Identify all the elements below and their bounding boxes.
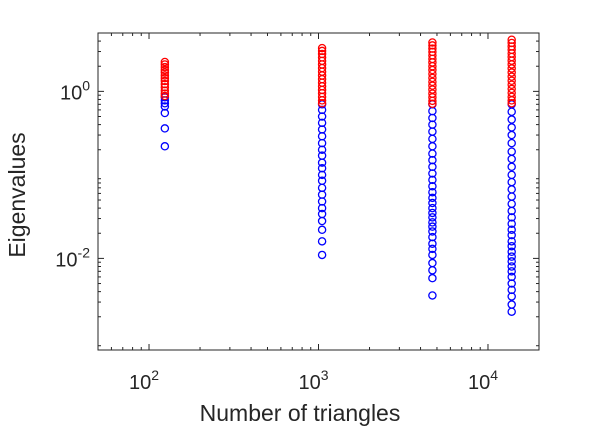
- data-point: [428, 239, 437, 248]
- data-point: [428, 169, 437, 178]
- data-point: [428, 218, 437, 227]
- data-point: [507, 84, 516, 94]
- data-point: [428, 81, 437, 90]
- data-point: [160, 79, 170, 89]
- data-point: [428, 65, 437, 75]
- data-point: [160, 89, 170, 98]
- data-point: [160, 76, 170, 86]
- data-point: [160, 142, 170, 151]
- y-tick-labels: 10-2 100: [55, 77, 90, 271]
- data-point: [317, 43, 327, 53]
- data-point: [428, 93, 437, 102]
- data-point: [428, 99, 437, 109]
- x-tick-label: 104: [468, 367, 498, 394]
- data-point: [317, 145, 327, 154]
- data-point: [317, 99, 327, 108]
- data-point: [507, 115, 516, 124]
- data-point: [507, 257, 516, 266]
- data-point: [428, 193, 437, 203]
- data-point: [507, 162, 516, 172]
- data-point: [507, 76, 516, 86]
- data-point: [507, 206, 516, 216]
- data-point: [428, 291, 437, 300]
- data-point: [507, 130, 516, 140]
- data-point: [317, 96, 327, 105]
- data-point: [317, 92, 327, 102]
- data-point: [507, 68, 516, 77]
- x-tick-label: 103: [298, 367, 328, 394]
- data-point: [507, 60, 516, 69]
- data-point: [507, 292, 516, 301]
- data-point: [507, 64, 516, 73]
- data-point: [160, 108, 170, 118]
- data-points: [160, 35, 516, 316]
- x-tick-label: 102: [129, 367, 159, 394]
- data-point: [507, 219, 516, 228]
- data-point: [428, 38, 437, 47]
- data-point: [428, 227, 437, 236]
- data-point: [428, 41, 437, 50]
- data-point: [317, 112, 327, 121]
- data-point: [428, 222, 437, 231]
- data-point: [507, 267, 516, 276]
- data-point: [507, 279, 516, 288]
- data-point: [160, 57, 170, 67]
- data-point: [317, 216, 327, 226]
- data-point: [160, 62, 170, 72]
- data-point: [507, 230, 516, 240]
- data-point: [507, 262, 516, 271]
- data-point: [428, 213, 437, 222]
- y-tick-label: 100: [60, 77, 90, 104]
- data-point: [317, 203, 327, 213]
- data-point: [428, 208, 437, 218]
- data-point: [160, 86, 170, 95]
- data-point: [507, 225, 516, 235]
- data-point: [507, 96, 516, 105]
- data-point: [428, 175, 437, 185]
- data-point: [428, 273, 437, 283]
- data-point: [507, 237, 516, 246]
- data-point: [317, 170, 327, 180]
- data-point: [160, 124, 170, 133]
- data-point: [160, 83, 170, 92]
- y-axis-label: Eigenvalues: [4, 132, 30, 257]
- data-point: [507, 80, 516, 90]
- data-point: [317, 225, 327, 235]
- data-point: [160, 60, 170, 69]
- x-tick-labels: 102 103 104: [129, 367, 498, 394]
- data-point: [317, 237, 327, 246]
- data-point: [507, 247, 516, 257]
- data-point: [160, 91, 170, 101]
- data-point: [428, 187, 437, 197]
- data-point: [428, 198, 437, 208]
- data-point: [317, 250, 327, 260]
- data-point: [428, 182, 437, 191]
- major-ticks: [98, 33, 539, 350]
- data-point: [428, 69, 437, 79]
- data-point: [428, 244, 437, 254]
- data-point: [160, 68, 170, 77]
- data-point: [507, 99, 516, 108]
- data-point: [507, 138, 516, 148]
- plot-area-frame: [97, 32, 540, 351]
- data-point: [428, 203, 437, 213]
- data-point: [428, 250, 437, 260]
- data-point: [507, 252, 516, 261]
- data-point: [160, 71, 170, 80]
- x-axis-label: Number of triangles: [200, 400, 401, 426]
- data-point: [507, 307, 516, 316]
- data-point: [317, 158, 327, 167]
- y-tick-label: 10-2: [55, 244, 90, 271]
- data-point: [428, 96, 437, 106]
- data-point: [317, 46, 327, 56]
- data-point: [507, 213, 516, 222]
- data-point: [160, 65, 170, 75]
- data-point: [160, 73, 170, 83]
- data-point: [507, 92, 516, 102]
- data-point: [507, 241, 516, 251]
- data-point: [507, 72, 516, 81]
